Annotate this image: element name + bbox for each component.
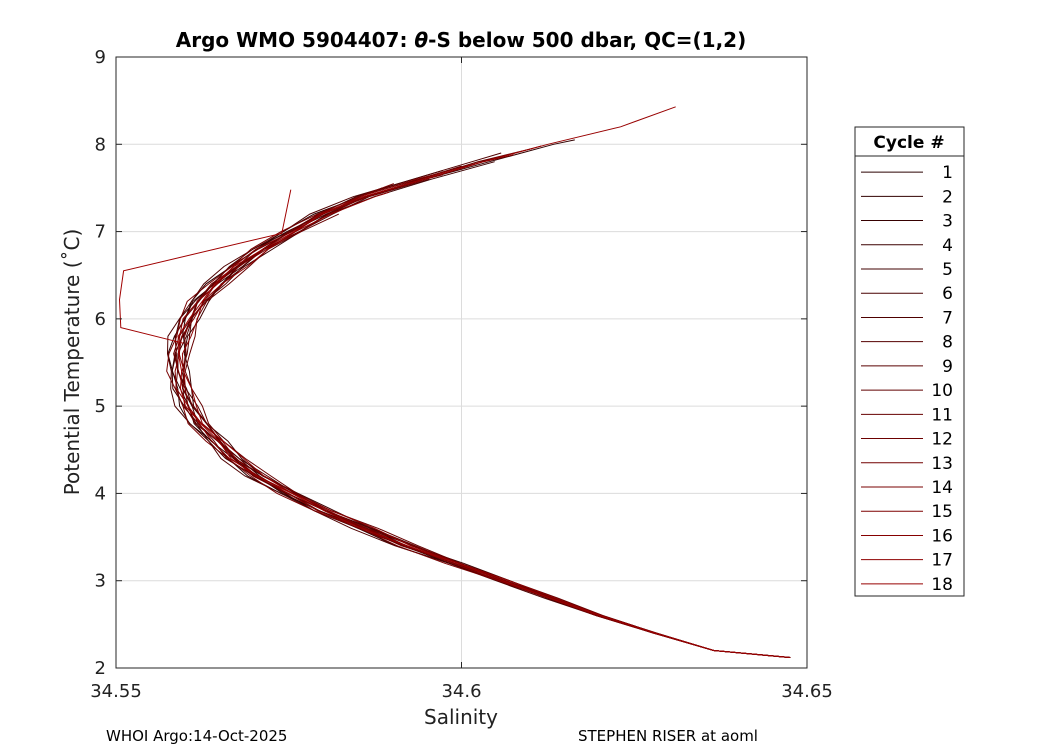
chart-title: Argo WMO 5904407: θ-S below 500 dbar, QC… xyxy=(176,28,746,52)
series-line-anomaly xyxy=(118,189,292,344)
x-axis-label: Salinity xyxy=(424,705,498,729)
y-tick-label: 8 xyxy=(95,134,106,155)
legend-label-cycle-11: 11 xyxy=(931,405,953,425)
series-layer xyxy=(118,106,791,658)
legend-label-cycle-5: 5 xyxy=(942,260,953,280)
grid xyxy=(116,57,807,668)
legend-title: Cycle # xyxy=(873,133,944,153)
y-tick-label: 3 xyxy=(95,571,106,592)
ticks: 34.55 34.6 34.65 2 3 4 5 6 7 8 9 xyxy=(90,47,833,702)
y-tick-label: 4 xyxy=(95,483,106,504)
footer-right: STEPHEN RISER at aoml xyxy=(578,727,758,745)
legend-label-cycle-9: 9 xyxy=(942,357,953,377)
legend-label-cycle-16: 16 xyxy=(931,526,953,546)
legend-label-cycle-14: 14 xyxy=(931,478,953,498)
legend-label-cycle-6: 6 xyxy=(942,284,953,304)
series-line-cycle-7 xyxy=(166,152,789,658)
legend-label-cycle-18: 18 xyxy=(931,575,953,595)
series-line-cycle-16 xyxy=(174,145,790,658)
series-line-cycle-18 xyxy=(177,106,790,658)
legend-label-cycle-12: 12 xyxy=(931,430,953,450)
y-tick-label: 5 xyxy=(95,396,106,417)
x-tick-label: 34.6 xyxy=(441,681,481,702)
legend-label-cycle-1: 1 xyxy=(942,163,953,183)
x-tick-label: 34.65 xyxy=(781,681,833,702)
y-axis-label: Potential Temperature (˚C) xyxy=(60,229,84,496)
legend-label-cycle-7: 7 xyxy=(942,308,953,328)
legend-label-cycle-2: 2 xyxy=(942,187,953,207)
x-tick-label: 34.55 xyxy=(90,681,142,702)
legend-label-cycle-13: 13 xyxy=(931,454,953,474)
legend-label-cycle-3: 3 xyxy=(942,212,953,232)
footer-left: WHOI Argo:14-Oct-2025 xyxy=(106,727,287,745)
series-line-cycle-17 xyxy=(181,191,791,658)
legend-label-cycle-10: 10 xyxy=(931,381,953,401)
y-tick-label: 2 xyxy=(95,658,106,679)
legend-label-cycle-15: 15 xyxy=(931,502,953,522)
legend-label-cycle-8: 8 xyxy=(942,333,953,353)
legend-label-cycle-4: 4 xyxy=(942,236,953,256)
y-tick-label: 6 xyxy=(95,309,106,330)
y-tick-label: 7 xyxy=(95,222,106,243)
legend-label-cycle-17: 17 xyxy=(931,551,953,571)
legend-box xyxy=(854,126,965,597)
y-tick-label: 9 xyxy=(95,47,106,68)
